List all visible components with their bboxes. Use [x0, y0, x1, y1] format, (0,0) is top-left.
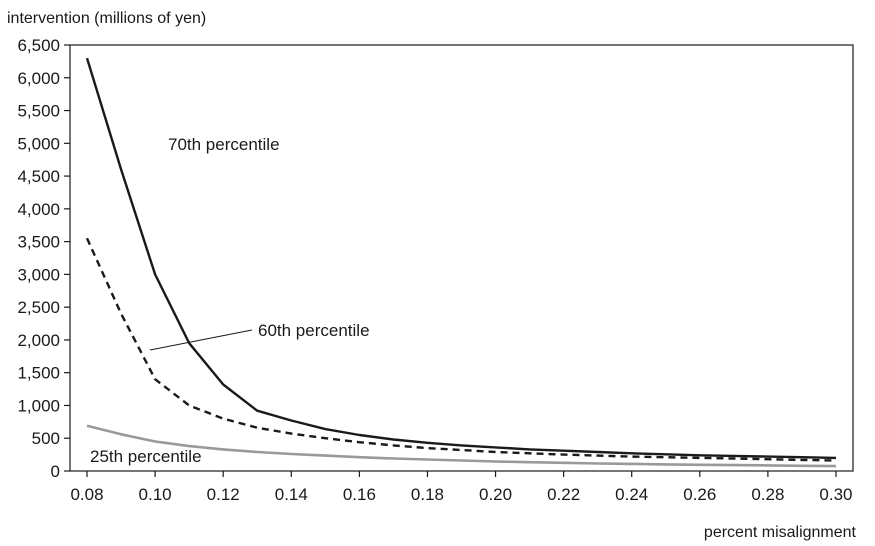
label-60th-percentile: 60th percentile: [258, 321, 370, 340]
x-axis-title: percent misalignment: [704, 524, 857, 541]
y-tick-label: 3,000: [17, 265, 60, 284]
y-tick-label: 0: [51, 462, 60, 481]
y-axis: 0 500 1,000 1,500 2,000 2,500 3,000 3,500 4,000 4…: [17, 36, 70, 481]
series-line-25th-percentile: [86, 424, 837, 468]
x-tick-label: 0.14: [275, 485, 308, 504]
y-tick-label: 5,000: [17, 134, 60, 153]
y-axis-title: intervention (millions of yen): [7, 10, 206, 27]
y-tick-label: 500: [32, 429, 60, 448]
y-tick-label: 1,000: [17, 396, 60, 415]
y-tick-label: 4,500: [17, 167, 60, 186]
x-tick-label: 0.28: [751, 485, 784, 504]
series-layer: [85, 57, 837, 468]
x-tick-label: 0.12: [207, 485, 240, 504]
series-line-70th-percentile: [85, 57, 837, 460]
x-tick-label: 0.24: [615, 485, 648, 504]
x-axis: 0.08 0.10 0.12 0.14 0.16 0.18 0.20 0.22 0.24 0.26…: [70, 471, 853, 504]
y-tick-label: 6,000: [17, 69, 60, 88]
x-tick-label: 0.10: [139, 485, 172, 504]
x-tick-label: 0.22: [547, 485, 580, 504]
label-70th-percentile: 70th percentile: [168, 135, 280, 154]
y-tick-label: 2,500: [17, 298, 60, 317]
x-tick-label: 0.08: [70, 485, 103, 504]
x-tick-label: 0.30: [819, 485, 852, 504]
y-tick-label: 1,500: [17, 364, 60, 383]
y-tick-label: 4,000: [17, 200, 60, 219]
x-tick-label: 0.20: [479, 485, 512, 504]
y-tick-label: 3,500: [17, 233, 60, 252]
label-25th-percentile: 25th percentile: [90, 447, 202, 466]
plot-frame: [69, 44, 854, 472]
x-tick-label: 0.18: [411, 485, 444, 504]
annotation-layer: 70th percentile 60th percentile 25th perce…: [90, 135, 370, 466]
y-tick-label: 2,000: [17, 331, 60, 350]
plot-area: [69, 44, 854, 472]
x-tick-label: 0.16: [343, 485, 376, 504]
y-tick-label: 5,500: [17, 102, 60, 121]
x-tick-label: 0.26: [683, 485, 716, 504]
series-line-60th-percentile: [85, 237, 837, 462]
y-tick-label: 6,500: [17, 36, 60, 55]
leader-line-60th-percentile: [149, 329, 253, 351]
